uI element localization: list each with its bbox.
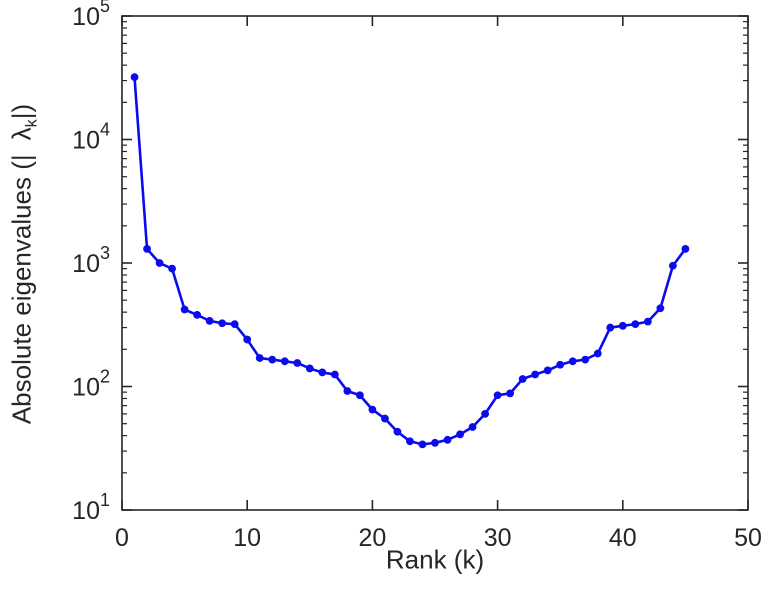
svg-text:101: 101 — [72, 490, 110, 525]
svg-text:102: 102 — [72, 367, 110, 402]
svg-text:105: 105 — [72, 0, 110, 31]
x-axis-label: Rank (k) — [385, 544, 485, 575]
svg-text:50: 50 — [734, 524, 762, 552]
y-axis-label: Absolute eigenvalues (| λk|) — [6, 104, 41, 424]
svg-text:104: 104 — [72, 120, 110, 155]
y-axis-label-suffix: |) — [6, 103, 37, 120]
lambda-subscript: k — [22, 119, 41, 128]
svg-text:20: 20 — [358, 524, 386, 552]
svg-text:103: 103 — [72, 243, 110, 278]
y-axis-label-prefix: Absolute eigenvalues (| — [6, 154, 37, 425]
lambda-symbol: λ — [6, 127, 37, 141]
svg-text:40: 40 — [609, 524, 637, 552]
svg-text:30: 30 — [484, 524, 512, 552]
svg-text:10: 10 — [233, 524, 261, 552]
svg-text:0: 0 — [115, 524, 129, 552]
